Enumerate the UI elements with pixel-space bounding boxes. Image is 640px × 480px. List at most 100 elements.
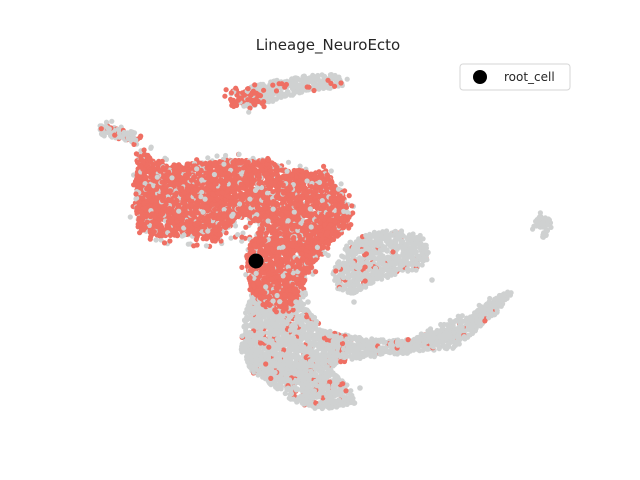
cell-point — [300, 328, 307, 334]
cell-point — [377, 251, 383, 258]
cell-point — [372, 233, 379, 239]
cell-point — [424, 346, 430, 352]
cell-point — [363, 251, 369, 257]
cell-point — [413, 249, 419, 255]
cell-point — [415, 339, 422, 345]
cell-point — [99, 132, 105, 138]
cell-point — [98, 126, 104, 132]
cell-point — [283, 331, 289, 337]
cell-point — [384, 348, 390, 354]
cell-point — [495, 301, 502, 307]
cell-point — [247, 96, 253, 102]
chart-title: Lineage_NeuroEcto — [256, 36, 400, 55]
cell-point — [268, 375, 274, 381]
cell-point — [398, 240, 404, 246]
cell-point — [301, 79, 307, 86]
cell-point — [330, 338, 336, 344]
cell-point — [298, 322, 304, 328]
cell-point — [443, 330, 449, 336]
cell-point — [392, 228, 399, 234]
cell-point — [298, 387, 305, 393]
cell-point — [407, 252, 413, 258]
cell-point — [282, 390, 288, 397]
cell-point — [284, 320, 290, 326]
cell-point — [359, 337, 365, 343]
cell-point — [372, 248, 378, 254]
cell-point — [289, 339, 295, 345]
cell-point — [278, 386, 284, 392]
cell-point — [316, 86, 322, 92]
cell-cloud — [97, 72, 554, 412]
cell-point — [382, 244, 388, 250]
cell-point — [239, 264, 245, 270]
cell-point — [278, 90, 284, 96]
cell-point — [269, 338, 275, 344]
cell-point — [270, 82, 276, 88]
cell-point — [243, 224, 249, 230]
cell-point — [276, 356, 282, 362]
cell-point — [311, 87, 317, 94]
cell-point — [343, 260, 349, 266]
cell-point — [413, 267, 419, 273]
cell-point — [362, 264, 368, 270]
cell-point — [365, 246, 371, 252]
cell-point — [413, 261, 419, 267]
cell-point — [241, 92, 248, 98]
cell-point — [263, 361, 269, 367]
cell-point — [320, 80, 326, 86]
cell-point — [409, 267, 415, 273]
cell-point — [311, 340, 317, 346]
cell-point — [303, 348, 309, 354]
cell-point — [242, 346, 248, 352]
cell-point — [191, 243, 197, 249]
cell-point — [332, 83, 338, 89]
cell-point — [283, 366, 289, 372]
cell-point — [304, 319, 310, 325]
cell-point — [277, 322, 283, 329]
cell-point — [338, 181, 344, 187]
cell-point — [325, 252, 331, 258]
cell-point — [317, 384, 323, 390]
cell-point — [291, 85, 297, 91]
cell-point — [228, 90, 234, 96]
cell-point — [413, 241, 419, 247]
cell-point — [343, 388, 349, 394]
cell-point — [405, 337, 411, 343]
cell-point — [350, 260, 356, 266]
cell-point — [364, 240, 370, 246]
cell-point — [253, 319, 259, 325]
cell-point — [228, 96, 234, 102]
cell-point — [235, 232, 241, 238]
cell-point — [362, 278, 368, 284]
cell-point — [351, 349, 357, 355]
cell-point — [267, 333, 273, 339]
cell-point — [453, 342, 459, 348]
cell-point — [261, 87, 267, 93]
cell-point — [426, 333, 432, 339]
cell-point — [307, 358, 313, 364]
cell-point — [357, 261, 364, 268]
cell-point — [367, 231, 373, 237]
cell-point — [370, 269, 377, 275]
cell-point — [247, 363, 253, 369]
cell-point — [273, 88, 280, 94]
cell-point — [359, 248, 365, 254]
cell-point — [299, 372, 305, 378]
cell-point — [279, 81, 285, 87]
cell-point — [333, 268, 339, 274]
cell-point — [271, 78, 277, 84]
cell-point — [295, 354, 301, 360]
cell-point — [280, 376, 286, 382]
cell-point — [340, 346, 347, 352]
cell-point — [325, 383, 331, 389]
cell-point — [223, 87, 229, 93]
cell-point — [312, 326, 319, 332]
cell-point — [270, 351, 277, 357]
cell-point — [339, 261, 345, 267]
cell-point — [241, 317, 248, 323]
cell-point — [340, 353, 346, 359]
cell-point — [404, 348, 410, 354]
cell-point — [316, 394, 322, 400]
cell-point — [443, 344, 450, 350]
cell-point — [377, 260, 383, 266]
